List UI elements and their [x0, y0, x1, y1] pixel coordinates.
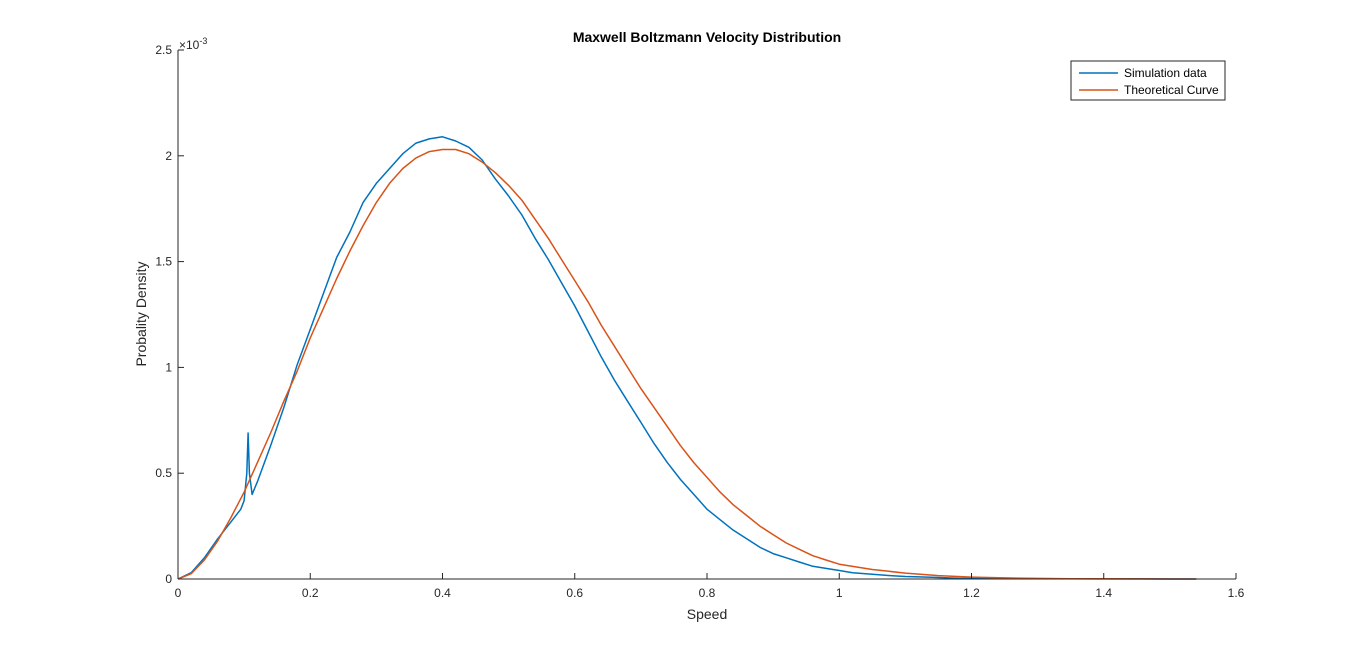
y-exponent-power: -3 — [199, 36, 207, 46]
series-layer — [177, 136, 1197, 580]
x-ticks: 0 0.2 0.4 0.6 0.8 1 1.2 1.4 1.6 — [175, 573, 1245, 600]
x-tick-label: 1.2 — [963, 586, 980, 600]
y-tick-label: 1 — [165, 360, 172, 374]
x-tick-label: 0.2 — [302, 586, 319, 600]
y-exponent-label: ×10-3 — [179, 36, 207, 52]
x-axis-label: Speed — [687, 606, 727, 622]
x-tick-label: 1 — [836, 586, 843, 600]
y-tick-label: 2 — [165, 149, 172, 163]
y-tick-label: 1.5 — [155, 255, 172, 269]
legend-box — [1070, 60, 1226, 101]
legend-label-theoretical: Theoretical Curve — [1124, 83, 1219, 97]
series-line-theoretical — [177, 148, 1197, 580]
y-tick-label: 0 — [165, 572, 172, 586]
x-tick-label: 0.6 — [566, 586, 583, 600]
y-exponent-base: ×10 — [179, 38, 200, 52]
x-tick-label: 1.4 — [1095, 586, 1112, 600]
y-axis-label: Probality Density — [133, 261, 149, 366]
x-tick-label: 0.8 — [699, 586, 716, 600]
series-line-simulation — [177, 136, 1197, 580]
y-ticks: 0 0.5 1 1.5 2 2.5 — [155, 43, 184, 586]
plot-area: 0 0.2 0.4 0.6 0.8 1 1.2 1.4 1.6 0 0.5 1 1.5 2 2.5 — [155, 43, 1244, 600]
x-tick-label: 0.4 — [434, 586, 451, 600]
x-tick-label: 1.6 — [1228, 586, 1245, 600]
y-tick-label: 0.5 — [155, 466, 172, 480]
chart-title: Maxwell Boltzmann Velocity Distribution — [573, 29, 841, 45]
y-tick-label: 2.5 — [155, 43, 172, 57]
legend[interactable]: Simulation data Theoretical Curve — [1070, 60, 1226, 101]
x-tick-label: 0 — [175, 586, 182, 600]
legend-label-simulation: Simulation data — [1124, 66, 1207, 80]
